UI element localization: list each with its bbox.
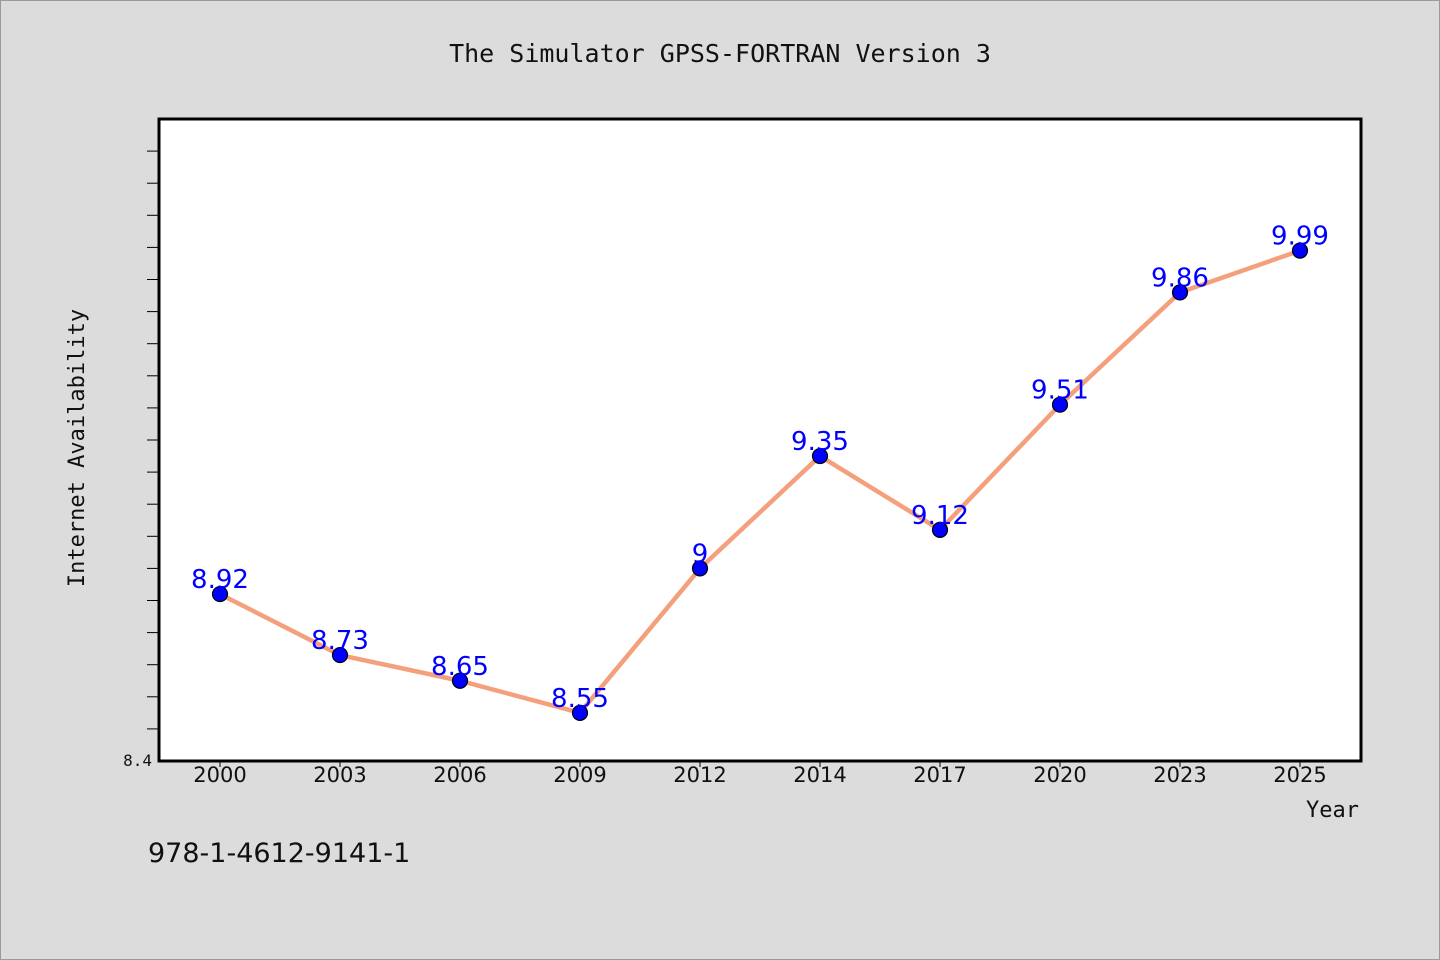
data-label: 8.73 [311, 626, 369, 656]
x-tick-labels: 2000 2003 2006 2009 2012 2014 2017 2020 2023 2025 [193, 763, 1326, 787]
chart-title: The Simulator GPSS-FORTRAN Version 3 [449, 39, 991, 68]
data-label: 9.86 [1151, 263, 1209, 293]
data-point [691, 560, 709, 577]
data-point [571, 704, 589, 721]
data-point [811, 447, 829, 465]
data-label: 8.65 [431, 652, 489, 682]
x-tick-label: 2009 [553, 763, 606, 787]
series-points [211, 242, 1309, 721]
plot-area [157, 117, 1363, 763]
x-tick-label: 2017 [913, 763, 966, 787]
x-tick-label: 2023 [1153, 763, 1206, 787]
data-point [331, 646, 349, 664]
data-point [211, 585, 229, 603]
x-axis-title: Year [1306, 798, 1359, 823]
data-point [1291, 242, 1309, 259]
data-label: 9.51 [1031, 376, 1089, 406]
data-label: 9.12 [911, 501, 969, 531]
data-labels: 8.92 8.73 8.65 8.55 9 9.35 9.12 9.51 9.86 9.99 [191, 222, 1329, 714]
data-point [1171, 284, 1189, 301]
data-label: 8.92 [191, 565, 249, 595]
data-label: 9.35 [791, 427, 849, 457]
y-axis-title: Internet Availability [65, 309, 90, 587]
series-line-group [217, 248, 1303, 716]
x-tick-label: 2012 [673, 763, 726, 787]
x-tick-label: 2014 [793, 763, 846, 787]
data-label: 8.55 [551, 684, 609, 714]
y-axis-min-label: 8.4 [123, 751, 152, 770]
data-point [451, 672, 469, 689]
data-point [1051, 396, 1069, 413]
x-tick-label: 2006 [433, 763, 486, 787]
x-tick-label: 2003 [313, 763, 366, 787]
x-tick-label: 2025 [1273, 763, 1326, 787]
data-point [931, 521, 949, 538]
y-axis-ticks [147, 150, 159, 730]
x-tick-label: 2000 [193, 763, 246, 787]
x-tick-label: 2020 [1033, 763, 1086, 787]
series-line [217, 248, 1303, 716]
isbn-text: 978-1-4612-9141-1 [148, 838, 410, 869]
data-label: 9 [692, 539, 709, 569]
x-axis-ticks [219, 761, 1301, 767]
data-label: 9.99 [1271, 222, 1329, 252]
